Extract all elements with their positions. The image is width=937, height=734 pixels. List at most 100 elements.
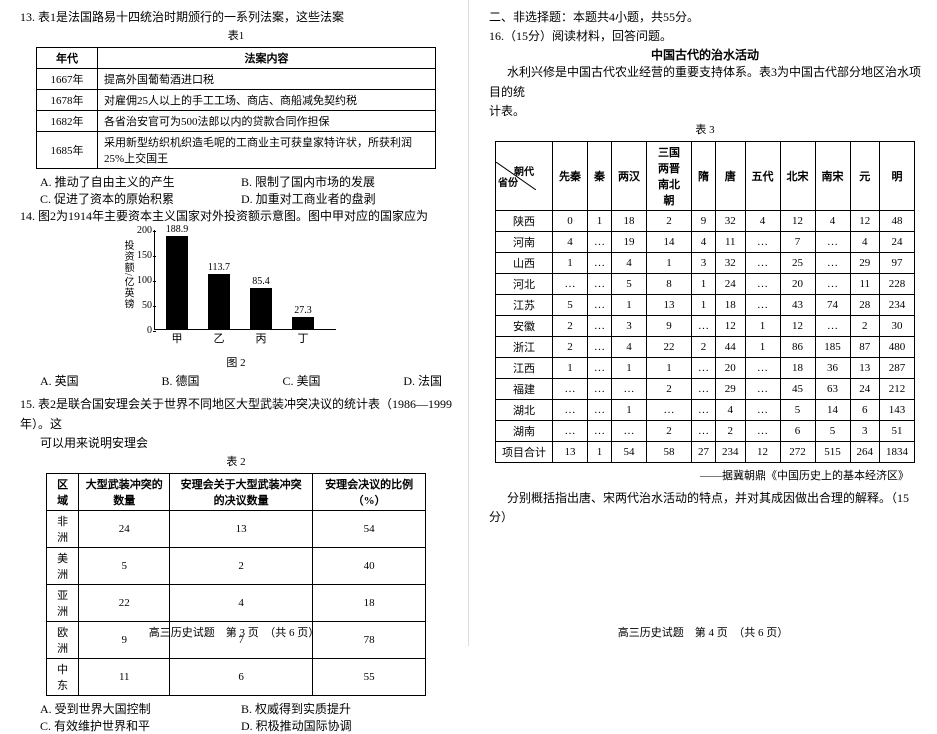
q16-intro2: 计表。 (489, 102, 921, 121)
q16-table: 朝代 省份 先秦秦两汉三国两晋南北朝隋唐五代北宋南宋元明 陕西011829324… (495, 141, 915, 463)
q16-cell: … (692, 420, 716, 441)
q16-cell: 54 (612, 441, 647, 462)
q16-cell: 36 (815, 357, 850, 378)
q16-col-header: 先秦 (553, 141, 588, 210)
q16-cell: … (815, 231, 850, 252)
q14-bar (250, 288, 272, 331)
q16-cell: … (588, 315, 612, 336)
q14-chart: 投资额/亿英镑 050100150200188.9甲113.7乙85.4丙27.… (126, 230, 346, 350)
q16-cell: 4 (815, 210, 850, 231)
q16-cell: 12 (780, 210, 815, 231)
q16-col-header: 元 (850, 141, 880, 210)
q16-cell: 234 (880, 294, 915, 315)
q16-cell: 18 (612, 210, 647, 231)
q14-bar-label: 113.7 (199, 262, 239, 273)
q16-cell: … (815, 315, 850, 336)
q16-cell: 22 (647, 336, 692, 357)
q16-cell: 20 (780, 273, 815, 294)
q16-cell: 2 (647, 378, 692, 399)
q13-th-content: 法案内容 (98, 48, 436, 69)
q16-cell: 浙江 (496, 336, 553, 357)
q16-cell: … (745, 231, 780, 252)
q16-cell: 河南 (496, 231, 553, 252)
q13-opt-b: B. 限制了国内市场的发展 (241, 173, 442, 190)
q16-cell: … (588, 378, 612, 399)
q15-r4c0: 中东 (47, 658, 79, 695)
q16-cell: 1 (745, 336, 780, 357)
q16-cell: … (553, 420, 588, 441)
q16-cell: 18 (716, 294, 746, 315)
q15-r1c3: 40 (313, 547, 426, 584)
table-row: 江苏5…113118…437428234 (496, 294, 915, 315)
q16-cell: … (588, 357, 612, 378)
q16-cell: … (647, 399, 692, 420)
table-row: 湖南………2…2…65351 (496, 420, 915, 441)
q15-stem2: 可以用来说明安理会 (20, 434, 452, 453)
q15-h0: 区域 (47, 473, 79, 510)
q16-cell: 185 (815, 336, 850, 357)
q16-cell: 51 (880, 420, 915, 441)
q14-caption: 图 2 (20, 354, 452, 370)
q16-cell: 安徽 (496, 315, 553, 336)
q16-cell: 1 (692, 273, 716, 294)
q15-r1c0: 美洲 (47, 547, 79, 584)
q16-cell: … (745, 378, 780, 399)
q14-bar-label: 27.3 (283, 305, 323, 316)
q15-r2c0: 亚洲 (47, 584, 79, 621)
q16-cell: 86 (780, 336, 815, 357)
q16-cell: 5 (815, 420, 850, 441)
q13-th-year: 年代 (37, 48, 98, 69)
q16-ask: 分别概括指出唐、宋两代治水活动的特点，并对其成因做出合理的解释。（15分） (489, 489, 921, 527)
q16-title: 中国古代的治水活动 (489, 46, 921, 63)
q16-cell: 24 (880, 231, 915, 252)
q16-cell: 74 (815, 294, 850, 315)
q15-r0c1: 24 (79, 510, 170, 547)
q16-diag-header: 朝代 省份 (496, 141, 553, 210)
q16-cell: 6 (850, 399, 880, 420)
q13-r2c1: 各省治安官可为500法郎以内的贷款合同作担保 (98, 111, 436, 132)
page-wrap: 13. 表1是法国路易十四统治时期颁行的一系列法案，这些法案 表1 年代 法案内… (0, 0, 937, 646)
q14-bar (292, 317, 314, 331)
q16-cell: … (588, 252, 612, 273)
q16-cell: 1 (553, 252, 588, 273)
q14-ytick: 0 (130, 325, 152, 336)
q16-cell: … (692, 378, 716, 399)
q16-cell: 7 (780, 231, 815, 252)
q16-cell: 4 (850, 231, 880, 252)
q16-cell: 1 (588, 210, 612, 231)
q16-cell: 480 (880, 336, 915, 357)
q16-cell: 4 (612, 252, 647, 273)
q15-r0c3: 54 (313, 510, 426, 547)
q13-r1c1: 对雇佣25人以上的手工工场、商店、商船减免契约税 (98, 90, 436, 111)
q16-cell: … (692, 357, 716, 378)
q16-cell: … (745, 294, 780, 315)
q16-cell: 12 (850, 210, 880, 231)
q16-cell: 1 (612, 399, 647, 420)
q16-cell: 陕西 (496, 210, 553, 231)
q15-r1c1: 5 (79, 547, 170, 584)
q16-cell: … (612, 378, 647, 399)
q16-cell: 5 (612, 273, 647, 294)
q15-options: A. 受到世界大国控制 B. 权威得到实质提升 C. 有效维护世界和平 D. 积… (20, 700, 452, 734)
table-row: 浙江2…42224418618587480 (496, 336, 915, 357)
q16-cell: … (588, 231, 612, 252)
q16-cell: 3 (612, 315, 647, 336)
q16-cell: … (588, 399, 612, 420)
q16-cell: 5 (780, 399, 815, 420)
q13-r3c0: 1685年 (37, 132, 98, 169)
table-row: 江西1…11…20…183613287 (496, 357, 915, 378)
q16-cell: 264 (850, 441, 880, 462)
table-row: 河南4…1914411…7…424 (496, 231, 915, 252)
q16-cell: 25 (780, 252, 815, 273)
q16-cell: … (745, 252, 780, 273)
q16-cell: … (815, 273, 850, 294)
q16-cell: 1 (692, 294, 716, 315)
q16-cell: 45 (780, 378, 815, 399)
q16-col-header: 两汉 (612, 141, 647, 210)
q14-x-label: 丁 (292, 330, 314, 346)
q13-r3c1: 采用新型纺织机织造毛呢的工商业主可获皇家特许状，所获利润25%上交国王 (98, 132, 436, 169)
q14-stem: 14. 图2为1914年主要资本主义国家对外投资额示意图。图中甲对应的国家应为 (20, 207, 452, 226)
q16-col-header: 北宋 (780, 141, 815, 210)
q15-r2c1: 22 (79, 584, 170, 621)
q14-x-label: 甲 (166, 330, 188, 346)
